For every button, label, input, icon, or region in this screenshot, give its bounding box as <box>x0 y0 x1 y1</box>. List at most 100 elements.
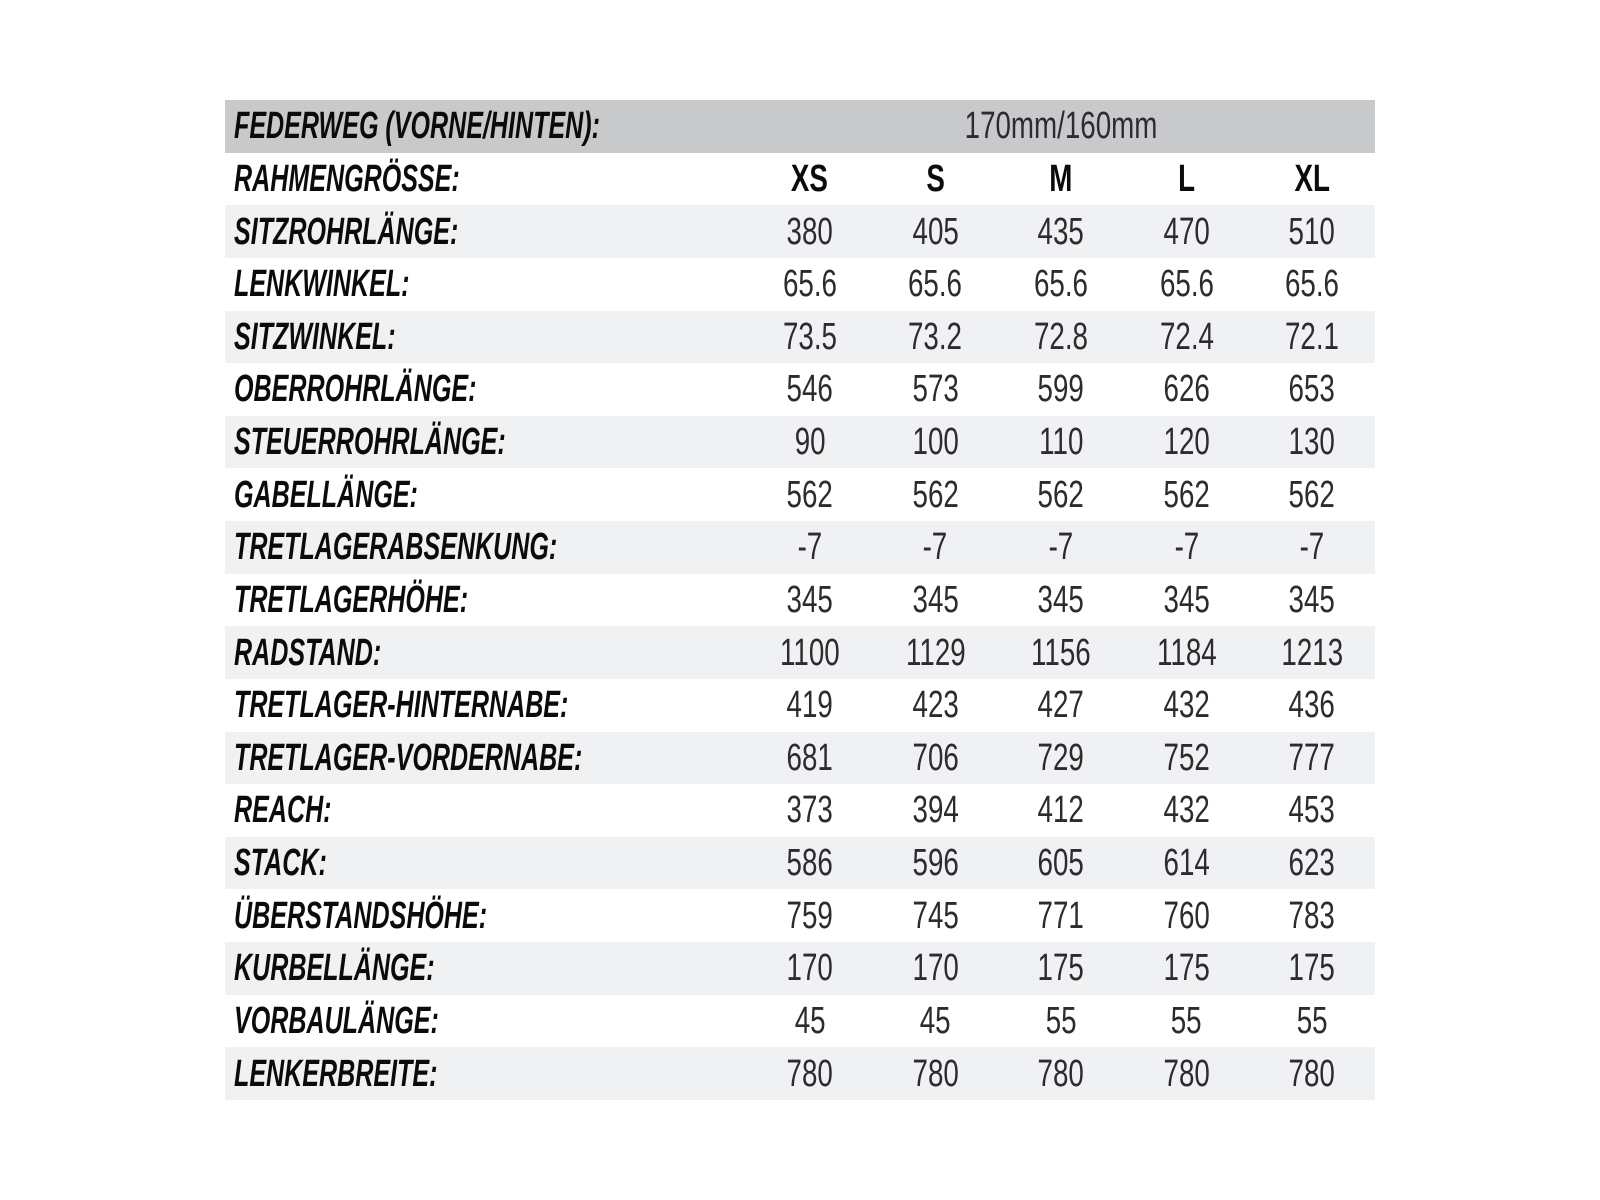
value: 345 <box>786 578 833 621</box>
value: 432 <box>1163 684 1210 727</box>
value: -7 <box>1174 526 1199 569</box>
row-label: ÜBERSTANDSHÖHE: <box>234 894 488 937</box>
value-cell: 405 <box>873 205 999 258</box>
value: 623 <box>1289 842 1336 885</box>
value: 780 <box>1037 1052 1085 1095</box>
value-cell: 412 <box>998 784 1124 837</box>
value-cell: 1156 <box>998 626 1124 679</box>
row-label-cell: LENKERBREITE: <box>225 1047 747 1100</box>
row-lenkerbreite: LENKERBREITE: 780 780 780 780 780 <box>225 1047 1375 1100</box>
size-label: XS <box>791 157 829 200</box>
value-cell: 90 <box>747 416 873 469</box>
row-stack: STACK: 586 596 605 614 623 <box>225 836 1375 890</box>
value-cell: 345 <box>1124 574 1250 627</box>
value-cell: 175 <box>998 942 1124 995</box>
row-label-cell: TRETLAGER-HINTERNABE: <box>225 679 747 732</box>
value-cell: 760 <box>1124 889 1250 942</box>
row-gabellaenge: GABELLÄNGE: 562 562 562 562 562 <box>225 468 1375 521</box>
value-cell: 771 <box>998 889 1124 942</box>
row-kurbellaenge: KURBELLÄNGE: 170 170 175 175 175 <box>225 942 1375 995</box>
geometry-table: FEDERWEG (VORNE/HINTEN): 170mm/160mm RAH… <box>225 100 1375 1100</box>
value: 562 <box>786 473 833 516</box>
value: 1129 <box>905 631 966 674</box>
value: 470 <box>1163 210 1210 253</box>
value-cell: 110 <box>998 416 1124 469</box>
value: 771 <box>1037 894 1085 937</box>
value: -7 <box>1048 526 1074 569</box>
value: 130 <box>1289 421 1336 464</box>
value-cell: 623 <box>1249 837 1375 890</box>
row-label-cell: TRETLAGERHÖHE: <box>225 574 747 627</box>
value: 596 <box>912 842 959 885</box>
row-label-cell: KURBELLÄNGE: <box>225 942 747 995</box>
value: 65.6 <box>782 263 837 306</box>
value-cell: 130 <box>1249 416 1375 469</box>
travel-value-cell: 170mm/160mm <box>747 100 1375 153</box>
row-label: RADSTAND: <box>234 631 382 674</box>
value: 65.6 <box>908 263 963 306</box>
value: 546 <box>786 368 833 411</box>
value-cell: 394 <box>873 784 999 837</box>
value: 373 <box>786 789 833 832</box>
value: 759 <box>786 894 833 937</box>
value: 562 <box>1289 473 1336 516</box>
row-label: TRETLAGERABSENKUNG: <box>234 526 558 569</box>
row-label-cell: VORBAULÄNGE: <box>225 995 747 1048</box>
value-cell: -7 <box>873 521 999 574</box>
row-label: SITZROHRLÄNGE: <box>234 210 459 253</box>
value: 55 <box>1171 999 1203 1042</box>
row-label: LENKERBREITE: <box>234 1052 438 1095</box>
value-cell: 72.8 <box>998 311 1124 364</box>
value: 453 <box>1289 789 1336 832</box>
value: 745 <box>912 894 959 937</box>
value: 599 <box>1037 368 1085 411</box>
value-cell: 175 <box>1124 942 1250 995</box>
value-cell: 55 <box>1124 995 1250 1048</box>
value-cell: 435 <box>998 205 1124 258</box>
row-label: TRETLAGERHÖHE: <box>234 578 469 621</box>
value: 706 <box>912 736 959 779</box>
row-label-cell: TRETLAGERABSENKUNG: <box>225 521 747 574</box>
value-cell: 345 <box>873 574 999 627</box>
value-cell: 1129 <box>873 626 999 679</box>
value: 45 <box>919 999 951 1042</box>
value: 345 <box>1037 578 1085 621</box>
row-tretlagerhoehe: TRETLAGERHÖHE: 345 345 345 345 345 <box>225 573 1375 627</box>
value-cell: 653 <box>1249 363 1375 416</box>
value: 90 <box>794 421 826 464</box>
value: 562 <box>1163 473 1210 516</box>
value-cell: 55 <box>1249 995 1375 1048</box>
row-label: REACH: <box>234 789 332 832</box>
size-label: M <box>1049 157 1073 200</box>
value: 780 <box>1163 1052 1210 1095</box>
row-label-cell: RAHMENGRÖSSE: <box>225 153 747 206</box>
value-cell: 55 <box>998 995 1124 1048</box>
value-cell: 780 <box>873 1047 999 1100</box>
row-label: KURBELLÄNGE: <box>234 947 435 990</box>
size-label: S <box>926 157 945 200</box>
row-label: GABELLÄNGE: <box>234 473 418 516</box>
value-cell: 72.1 <box>1249 311 1375 364</box>
value: -7 <box>1299 526 1325 569</box>
value: 72.4 <box>1159 315 1214 358</box>
value-cell: 436 <box>1249 679 1375 732</box>
value-cell: 706 <box>873 732 999 785</box>
size-label: L <box>1178 157 1196 200</box>
value-cell: 432 <box>1124 679 1250 732</box>
value: 760 <box>1163 894 1210 937</box>
value-cell: 419 <box>747 679 873 732</box>
row-ueberstandshoehe: ÜBERSTANDSHÖHE: 759 745 771 760 783 <box>225 889 1375 942</box>
row-label-cell: TRETLAGER-VORDERNABE: <box>225 732 747 785</box>
row-federweg: FEDERWEG (VORNE/HINTEN): 170mm/160mm <box>225 100 1375 153</box>
value-cell: 72.4 <box>1124 311 1250 364</box>
value-cell: 599 <box>998 363 1124 416</box>
row-label: FEDERWEG (VORNE/HINTEN): <box>234 105 600 148</box>
value-cell: 45 <box>873 995 999 1048</box>
value: 394 <box>912 789 959 832</box>
value: 780 <box>912 1052 959 1095</box>
value: 423 <box>912 684 959 727</box>
row-oberrohrlaenge: OBERROHRLÄNGE: 546 573 599 626 653 <box>225 363 1375 416</box>
value-cell: 65.6 <box>1249 258 1375 311</box>
value-cell: 745 <box>873 889 999 942</box>
value: 1184 <box>1156 631 1217 674</box>
